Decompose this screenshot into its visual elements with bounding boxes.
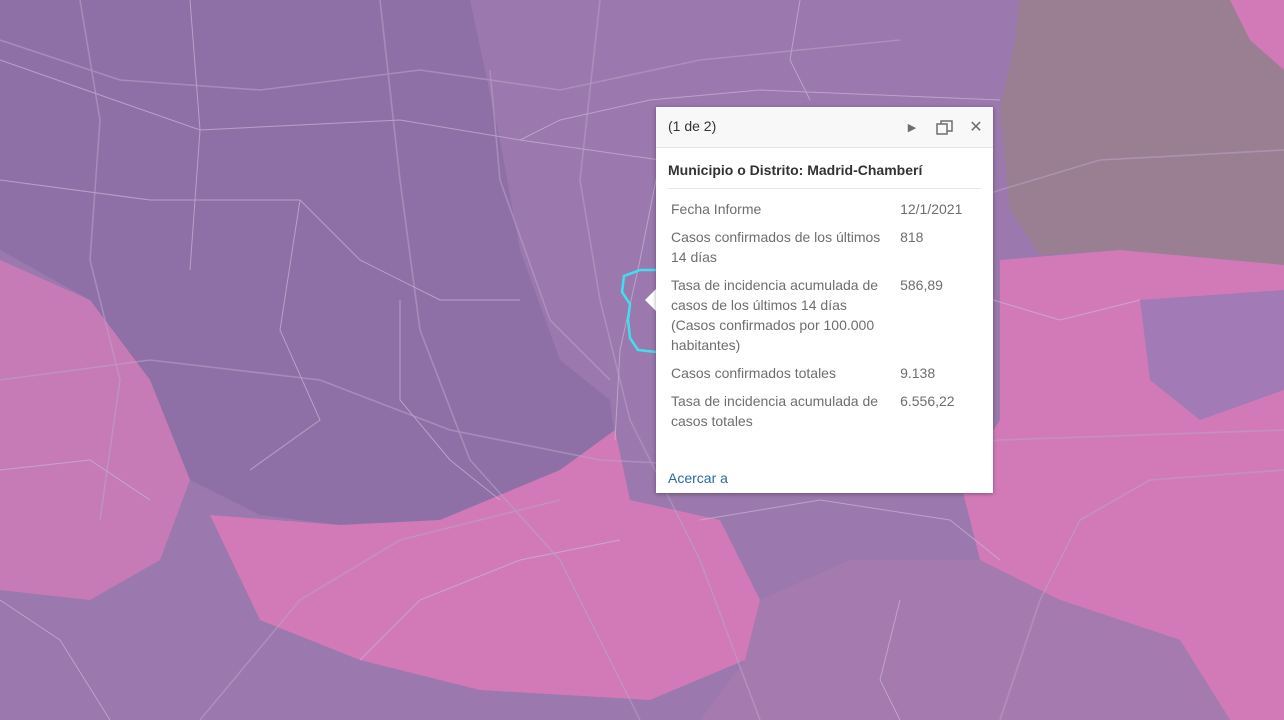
map-zone bbox=[0, 0, 615, 525]
title-divider bbox=[668, 188, 981, 189]
field-name: Casos confirmados totales bbox=[671, 365, 836, 381]
table-row: Tasa de incidencia acumulada de casos to… bbox=[668, 389, 983, 437]
field-name: Fecha Informe bbox=[671, 201, 762, 217]
map-zone bbox=[210, 430, 760, 700]
field-name: Tasa de incidencia acumulada de casos de… bbox=[671, 277, 879, 353]
popup-title: Municipio o Distrito: Madrid-Chamberí bbox=[668, 162, 923, 178]
map-zone bbox=[0, 260, 190, 600]
feature-pager: (1 de 2) bbox=[668, 118, 717, 134]
field-value: 818 bbox=[900, 229, 924, 245]
map-zone bbox=[1140, 290, 1284, 420]
map-zone bbox=[1230, 0, 1284, 70]
next-feature-icon[interactable]: ▶ bbox=[907, 121, 917, 134]
field-value: 12/1/2021 bbox=[900, 201, 963, 217]
field-value: 9.138 bbox=[900, 365, 936, 381]
zoom-to-link[interactable]: Acercar a bbox=[668, 470, 728, 486]
field-name: Casos confirmados de los últimos 14 días bbox=[671, 229, 881, 265]
table-row: Casos confirmados totales 9.138 bbox=[668, 361, 983, 389]
maximize-icon[interactable] bbox=[934, 117, 954, 137]
selected-district-outline bbox=[620, 268, 657, 354]
close-icon[interactable]: ✕ bbox=[969, 119, 983, 136]
attribute-table: Fecha Informe 12/1/2021 Casos confirmado… bbox=[668, 197, 983, 437]
popup-header: (1 de 2) ▶ ✕ bbox=[656, 107, 993, 148]
table-row: Fecha Informe 12/1/2021 bbox=[668, 197, 983, 225]
feature-popup: (1 de 2) ▶ ✕ Municipio o Distrito: Madri… bbox=[656, 107, 993, 493]
field-name: Tasa de incidencia acumulada de casos to… bbox=[671, 393, 879, 429]
field-value: 586,89 bbox=[900, 277, 943, 293]
map-zone bbox=[700, 560, 1230, 720]
table-row: Tasa de incidencia acumulada de casos de… bbox=[668, 273, 983, 361]
map-zone bbox=[1000, 0, 1284, 265]
field-value: 6.556,22 bbox=[900, 393, 955, 409]
table-row: Casos confirmados de los últimos 14 días… bbox=[668, 225, 983, 273]
popup-pointer bbox=[645, 289, 656, 311]
